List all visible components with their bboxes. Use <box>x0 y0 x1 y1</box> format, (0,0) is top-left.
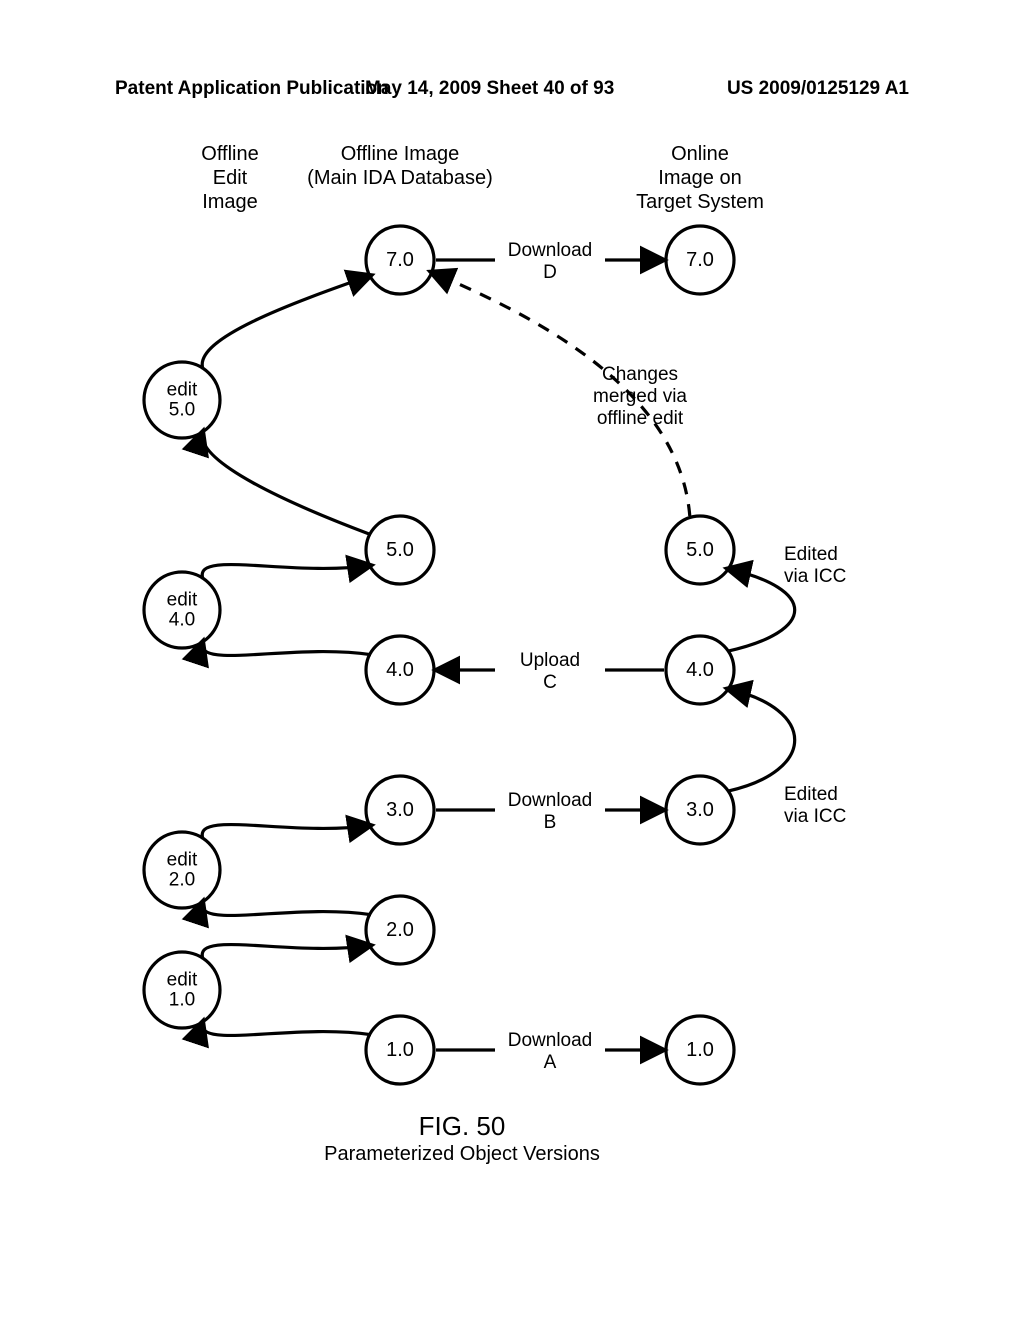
edge-label: Download <box>508 790 593 811</box>
merge-label: merged via <box>593 386 687 407</box>
node-label: 5.0 <box>386 539 414 561</box>
column-header: Target System <box>636 191 764 213</box>
node-label: 4.0 <box>686 659 714 681</box>
icc-label: via ICC <box>784 566 846 587</box>
node-label: 4.0 <box>169 610 195 631</box>
column-header: Offline Image <box>341 143 460 165</box>
node-label: 1.0 <box>686 1039 714 1061</box>
node-label: edit <box>167 590 198 611</box>
column-header: Image on <box>658 167 741 189</box>
node-label: edit <box>167 380 198 401</box>
icc-label: Edited <box>784 784 838 805</box>
figure-title: FIG. 50 <box>419 1111 506 1141</box>
node-label: 1.0 <box>169 990 195 1011</box>
merge-label: offline edit <box>597 408 684 429</box>
node-label: 5.0 <box>169 400 195 421</box>
figure-subtitle: Parameterized Object Versions <box>324 1143 600 1165</box>
edge-label: D <box>543 262 557 283</box>
edge-label: Download <box>508 1030 593 1051</box>
edge-label: B <box>544 812 557 833</box>
node-label: 5.0 <box>686 539 714 561</box>
node-label: 2.0 <box>169 870 195 891</box>
icc-label: Edited <box>784 544 838 565</box>
column-header: Online <box>671 143 729 165</box>
edge-label: C <box>543 672 557 693</box>
edge-label: Upload <box>520 650 580 671</box>
column-header: Offline <box>201 143 258 165</box>
merge-label: Changes <box>602 364 678 385</box>
node-label: edit <box>167 970 198 991</box>
flowchart-diagram: OfflineEditImage Offline Image(Main IDA D… <box>0 0 1024 1320</box>
node-label: 7.0 <box>386 249 414 271</box>
edge-label: A <box>544 1052 557 1073</box>
column-header: (Main IDA Database) <box>307 167 493 189</box>
node-label: 4.0 <box>386 659 414 681</box>
node-label: edit <box>167 850 198 871</box>
node-label: 3.0 <box>386 799 414 821</box>
icc-label: via ICC <box>784 806 846 827</box>
column-header: Edit <box>213 167 248 189</box>
node-label: 7.0 <box>686 249 714 271</box>
node-label: 3.0 <box>686 799 714 821</box>
column-header: Image <box>202 191 258 213</box>
node-label: 2.0 <box>386 919 414 941</box>
node-label: 1.0 <box>386 1039 414 1061</box>
patent-page: Patent Application Publication May 14, 2… <box>0 0 1024 1320</box>
edge-label: Download <box>508 240 593 261</box>
